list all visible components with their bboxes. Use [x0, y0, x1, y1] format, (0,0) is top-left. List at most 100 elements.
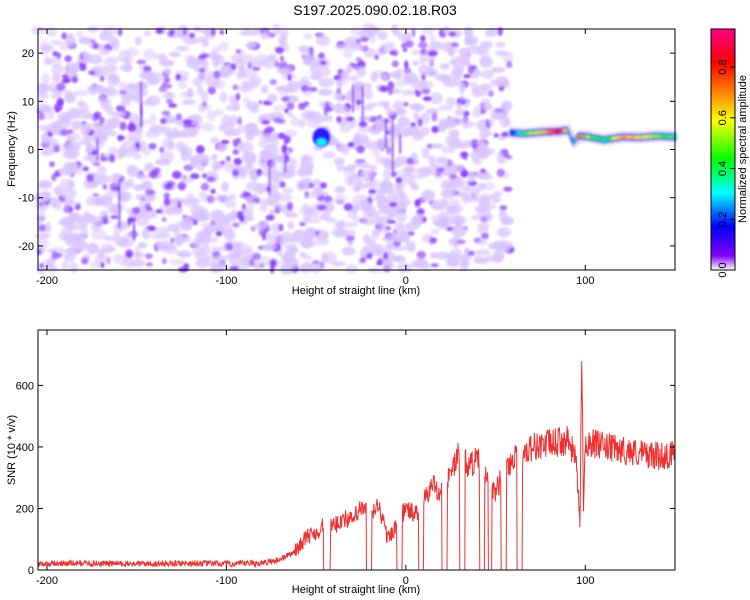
noise-cell	[65, 94, 74, 103]
noise-cell	[161, 93, 177, 100]
noise-cell	[119, 64, 133, 72]
x-tick-label: 0	[403, 275, 409, 287]
noise-cell	[158, 85, 168, 93]
noise-cell	[100, 262, 105, 269]
noise-cell	[200, 208, 210, 220]
noise-cell	[323, 195, 333, 202]
noise-cell	[476, 138, 485, 150]
noise-cell	[177, 120, 184, 127]
noise-cell	[462, 179, 470, 192]
snr-frame	[37, 329, 676, 571]
colorbar-tick-label: 0.8	[717, 59, 729, 74]
noise-cell	[499, 115, 511, 128]
noise-cell	[229, 193, 236, 201]
noise-cell	[241, 54, 255, 66]
noise-cell	[272, 138, 280, 147]
noise-cell	[49, 197, 59, 208]
noise-cell	[233, 139, 239, 148]
noise-streak	[268, 167, 271, 196]
noise-cell	[429, 92, 444, 105]
noise-cell	[279, 55, 284, 61]
noise-cell	[61, 32, 67, 40]
noise-cell	[286, 102, 295, 111]
noise-cell	[307, 262, 315, 268]
noise-cell	[368, 125, 382, 134]
noise-cell	[52, 73, 61, 83]
noise-cell	[168, 51, 181, 58]
noise-cell	[213, 109, 225, 116]
noise-cell	[127, 130, 143, 142]
noise-cell	[271, 160, 278, 173]
noise-cell	[260, 255, 271, 261]
noise-cell	[142, 89, 149, 96]
noise-cell	[99, 75, 105, 82]
y-tick-label: -10	[18, 193, 34, 205]
noise-cell	[65, 164, 77, 175]
noise-cell	[152, 167, 161, 174]
noise-cell	[368, 33, 377, 44]
noise-cell	[382, 261, 395, 271]
noise-cell	[480, 83, 492, 91]
noise-cell	[203, 226, 214, 236]
noise-cell	[103, 65, 118, 73]
noise-cell	[480, 69, 495, 79]
noise-cell	[343, 222, 358, 228]
noise-cell	[479, 149, 489, 159]
noise-cell	[445, 96, 457, 107]
noise-cell	[215, 230, 223, 237]
noise-cell	[404, 60, 409, 70]
noise-cell	[48, 265, 58, 272]
noise-cell	[394, 182, 402, 190]
noise-cell	[448, 129, 460, 138]
noise-cell	[163, 197, 171, 206]
colorbar-gradient	[711, 29, 735, 270]
noise-cell	[81, 257, 89, 265]
noise-cell	[165, 98, 173, 104]
noise-cell	[143, 48, 157, 61]
noise-streak	[140, 101, 143, 127]
noise-cell	[159, 59, 175, 67]
noise-cell	[409, 76, 419, 82]
noise-cell	[319, 182, 327, 189]
noise-cell	[357, 125, 372, 133]
noise-cell	[487, 118, 495, 126]
noise-cell	[394, 70, 403, 80]
noise-cell	[51, 251, 59, 260]
noise-cell	[395, 211, 408, 222]
noise-cell	[60, 178, 75, 191]
noise-cell	[43, 57, 53, 66]
noise-cell	[130, 258, 146, 268]
noise-cell	[65, 35, 76, 45]
noise-cell	[80, 121, 88, 126]
noise-cell	[377, 30, 388, 41]
noise-cell	[287, 221, 294, 230]
noise-cell	[67, 132, 81, 142]
noise-cell	[239, 169, 247, 180]
noise-cell	[322, 201, 335, 213]
noise-cell	[503, 186, 513, 192]
noise-cell	[369, 164, 378, 172]
noise-cell	[412, 60, 419, 67]
noise-cell	[141, 210, 158, 220]
noise-cell	[108, 130, 118, 137]
noise-cell	[461, 194, 470, 204]
noise-cell	[161, 137, 174, 149]
noise-cell	[242, 67, 257, 80]
noise-cell	[214, 194, 231, 202]
noise-cell	[73, 90, 89, 96]
noise-cell	[225, 243, 234, 251]
noise-cell	[372, 147, 381, 158]
noise-cell	[82, 166, 89, 172]
noise-cell	[247, 153, 257, 165]
noise-cell	[378, 101, 391, 107]
noise-cell	[410, 261, 424, 268]
noise-cell	[144, 189, 155, 196]
noise-streak	[399, 134, 402, 154]
noise-cell	[271, 155, 287, 163]
noise-cell	[451, 225, 467, 238]
noise-cell	[213, 254, 229, 263]
snr-series-line	[37, 361, 676, 571]
noise-cell	[383, 159, 398, 171]
noise-cell	[119, 121, 127, 131]
noise-cell	[209, 51, 219, 60]
